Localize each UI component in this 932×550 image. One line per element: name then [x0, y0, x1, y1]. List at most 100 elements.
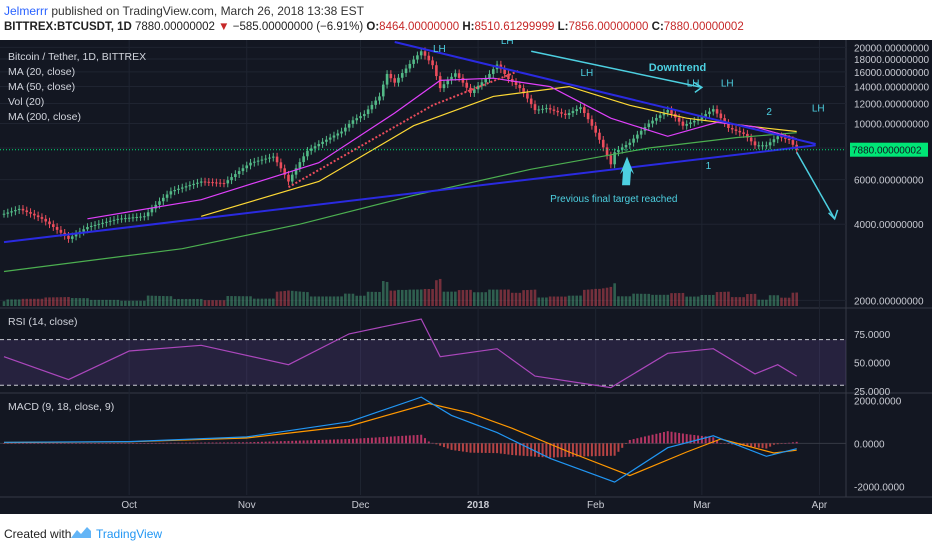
downtrend-arrow-icon [531, 50, 703, 89]
candle-body [620, 147, 624, 150]
volume-bar [784, 297, 787, 306]
volume-bar [253, 298, 256, 306]
candle-body [165, 194, 169, 198]
volume-bar [188, 298, 192, 306]
volume-bar [685, 296, 689, 306]
candle-body [245, 165, 249, 169]
author-link[interactable]: Jelmerrr [4, 4, 48, 18]
macd-histogram-bar [716, 440, 719, 444]
candle-body [601, 139, 605, 148]
volume-bar [180, 298, 184, 306]
macd-histogram-bar [359, 438, 362, 444]
macd-histogram-bar [291, 440, 294, 444]
y-tick-label: 20000.00000000 [854, 43, 930, 54]
macd-tick-label: -2000.0000 [854, 482, 905, 493]
macd-histogram-bar [594, 443, 597, 457]
macd-histogram-bar [401, 435, 404, 444]
macd-signal-line [3, 402, 797, 477]
candle-body [685, 124, 689, 126]
candle-body [537, 109, 541, 111]
candle-body [708, 111, 711, 115]
volume-bar [298, 291, 302, 306]
macd-histogram-bar [651, 434, 654, 444]
chart-canvas[interactable]: Oct Nov Dec 2018 Feb Mar Apr 20000.000000001800… [0, 40, 932, 514]
candle-body [124, 218, 127, 220]
candle-body [723, 118, 726, 123]
volume-bar [230, 296, 233, 306]
volume-bar [222, 300, 226, 306]
volume-bar [419, 289, 423, 306]
macd-histogram-bar [791, 442, 794, 444]
low-label: L: [557, 21, 569, 33]
candle-body [116, 218, 120, 220]
volume-bar [146, 295, 150, 306]
volume-bar [150, 295, 154, 306]
macd-histogram-bar [3, 443, 5, 444]
volume-bar [112, 299, 116, 306]
chart-area[interactable]: Oct Nov Dec 2018 Feb Mar Apr 20000.00000000 1800… [0, 40, 932, 514]
volume-bar [332, 296, 336, 306]
volume-bar [473, 292, 476, 306]
candle-body [101, 222, 104, 224]
volume-bar [761, 299, 764, 306]
macd-histogram-bar [116, 443, 119, 444]
macd-histogram-bar [253, 442, 256, 444]
volume-bar [450, 291, 453, 306]
macd-histogram-bar [162, 442, 165, 444]
volume-bar [215, 300, 218, 306]
macd-histogram-bar [640, 437, 643, 444]
macd-histogram-bar [632, 439, 635, 444]
volume-bar [393, 290, 396, 306]
macd-histogram-bar [405, 435, 408, 444]
volume-bar [655, 294, 658, 306]
tradingview-link[interactable]: TradingView [96, 527, 163, 541]
candle-body [378, 96, 381, 101]
volume-bar [340, 296, 343, 306]
volume-bar [689, 296, 692, 306]
candle-body [507, 73, 510, 79]
macd-histogram-bar [230, 442, 233, 444]
macd-histogram-bar [33, 443, 36, 444]
ma200-line [3, 132, 797, 273]
volume-bar [541, 297, 544, 306]
candle-body [514, 81, 518, 85]
candle-body [431, 60, 434, 66]
volume-bar [82, 298, 85, 306]
macd-histogram-bar [647, 435, 650, 444]
candle-body [749, 137, 753, 142]
macd-histogram-bar [200, 442, 203, 444]
candle-body [560, 112, 563, 114]
volume-bar [488, 289, 491, 306]
volume-bar [218, 300, 222, 306]
volume-bar [177, 298, 180, 306]
candle-body [666, 110, 670, 113]
candle-body [734, 129, 738, 131]
macd-histogram-bar [746, 443, 749, 447]
wave-2-annotation: 2 [766, 107, 772, 118]
volume-bar [545, 297, 548, 306]
macd-histogram-bar [643, 436, 646, 444]
candle-body [48, 221, 51, 225]
candle-body [52, 224, 55, 227]
y-tick-label: 16000.00000000 [854, 68, 930, 79]
volume-bar [279, 291, 283, 306]
macd-histogram-bar [625, 443, 628, 444]
macd-histogram-bar [207, 442, 210, 444]
candle-body [192, 183, 195, 186]
volume-bar [435, 280, 438, 306]
candle-body [412, 59, 415, 64]
macd-histogram-bar [583, 443, 586, 457]
macd-histogram-bar [484, 443, 487, 453]
volume-bar [692, 296, 696, 306]
red-dotted-trendline [288, 69, 521, 189]
candle-body [177, 188, 180, 190]
volume-bar [617, 296, 620, 306]
y-tick-label: 14000.00000000 [854, 83, 930, 94]
candle-body [772, 139, 776, 143]
candle-body [29, 212, 32, 214]
candle-body [662, 112, 666, 116]
volume-bar [696, 296, 700, 306]
candle-body [317, 143, 321, 147]
x-tick-label: 2018 [467, 500, 490, 511]
candle-body [416, 55, 419, 60]
